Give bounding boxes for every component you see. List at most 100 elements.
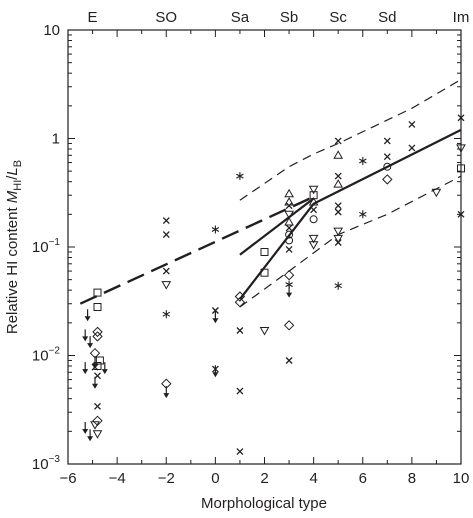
- square-point: [93, 303, 102, 311]
- type-label: E: [88, 9, 98, 26]
- cross-point: [236, 387, 244, 395]
- y-axis-title-sub1: HI: [12, 180, 24, 191]
- trend-line-short-dash: [239, 175, 462, 308]
- triangle-up-point: [284, 196, 294, 206]
- trend-lines: [79, 78, 462, 308]
- y-axis-title-main: Relative HI content: [4, 203, 21, 334]
- x-tick-label: −2: [158, 470, 175, 487]
- y-tick-label: 10−3: [32, 454, 61, 473]
- square-point: [93, 288, 102, 297]
- down-arrow-point: [212, 311, 219, 324]
- axis-ticks: [67, 30, 462, 465]
- cross-point: [408, 144, 416, 152]
- asterisk-point: [211, 225, 220, 234]
- square-point: [260, 268, 269, 277]
- square-point: [457, 164, 465, 173]
- cross-point: [383, 137, 391, 145]
- trend-line-short-dash: [239, 78, 462, 201]
- cross-point: [334, 208, 342, 216]
- circle-point: [309, 215, 318, 224]
- triangle-down-point: [161, 281, 172, 290]
- y-axis-title-var2: L: [4, 167, 21, 175]
- x-tick-label: 4: [309, 470, 317, 487]
- down-arrow-point: [87, 429, 94, 442]
- type-label: Sa: [231, 9, 250, 26]
- circle-point: [285, 236, 294, 245]
- cross-point: [211, 307, 219, 314]
- down-arrow-point: [82, 422, 89, 434]
- x-tick-label: 6: [359, 470, 367, 487]
- down-arrow-point: [286, 285, 293, 298]
- cross-point: [383, 153, 391, 161]
- down-arrow-point: [84, 309, 91, 322]
- cross-point: [236, 448, 244, 456]
- cross-point: [334, 137, 342, 145]
- type-label: Sb: [280, 9, 298, 26]
- asterisk-point: [359, 157, 367, 165]
- x-tick-label: 2: [260, 470, 268, 487]
- cross-point: [285, 357, 293, 364]
- asterisk-point: [334, 281, 342, 290]
- type-label: Sd: [378, 9, 396, 26]
- type-label: SO: [155, 9, 177, 26]
- square-point: [260, 248, 269, 256]
- triangle-down-point: [333, 234, 344, 244]
- triangle-down-point: [90, 421, 100, 430]
- down-arrow-point: [82, 329, 89, 342]
- triangle-down-point: [259, 327, 270, 336]
- triangle-down-point: [308, 241, 319, 250]
- triangle-down-point: [284, 210, 294, 220]
- type-label: Sc: [329, 9, 347, 26]
- asterisk-point: [236, 172, 244, 181]
- triangle-down-point: [92, 430, 103, 439]
- triangle-up-point: [333, 179, 344, 188]
- cross-point: [285, 202, 293, 210]
- y-axis-title-var: M: [4, 190, 21, 203]
- diamond-point: [283, 269, 295, 281]
- y-tick-label: 10−2: [32, 346, 61, 365]
- down-arrow-point: [92, 376, 98, 389]
- triangle-down-point: [333, 227, 344, 237]
- trend-line-solid: [239, 197, 315, 256]
- cross-point: [162, 267, 170, 275]
- y-tick-label: 10−1: [32, 237, 61, 256]
- x-axis-title: Morphological type: [201, 495, 327, 512]
- diamond-point: [234, 296, 246, 308]
- triangle-down-point: [308, 185, 319, 195]
- down-arrow-point: [82, 362, 89, 375]
- diamond-point: [283, 320, 295, 331]
- y-tick-label: 10: [43, 22, 60, 39]
- cross-point: [334, 202, 342, 210]
- asterisk-point: [359, 210, 367, 219]
- circle-point: [285, 230, 294, 239]
- diamond-point: [382, 174, 393, 185]
- cross-point: [236, 327, 244, 334]
- square-point: [95, 356, 104, 365]
- cross-point: [94, 402, 101, 410]
- y-tick-label: 1: [52, 131, 60, 148]
- plot-frame: [67, 29, 462, 465]
- x-tick-label: 10: [453, 470, 470, 487]
- down-arrow-point: [92, 356, 98, 369]
- down-arrow-point: [163, 386, 170, 399]
- down-arrow-point: [101, 362, 108, 375]
- circle-point: [383, 162, 392, 171]
- triangle-down-point: [431, 188, 442, 198]
- triangle-up-point: [284, 216, 294, 226]
- cross-point: [457, 210, 465, 218]
- triangle-down-point: [308, 234, 319, 244]
- cross-point: [408, 120, 416, 128]
- cross-point: [162, 217, 170, 225]
- x-tick-label: 0: [211, 470, 219, 487]
- triangle-down-point: [456, 144, 466, 153]
- y-axis-title: Relative HI content MHI/LB: [4, 160, 24, 334]
- diamond-point: [92, 331, 103, 342]
- down-arrow-point: [212, 365, 219, 378]
- cross-point: [285, 245, 293, 253]
- cross-point: [334, 172, 342, 180]
- trend-line-long-dash: [79, 195, 315, 305]
- diamond-point: [92, 326, 103, 338]
- triangle-up-point: [308, 196, 319, 206]
- type-label: Im: [453, 9, 470, 26]
